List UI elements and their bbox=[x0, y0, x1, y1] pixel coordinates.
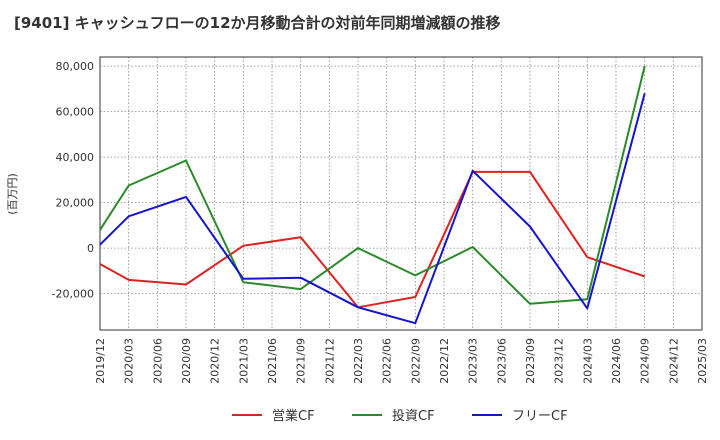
legend-label: フリーCF bbox=[512, 409, 568, 424]
x-tick-label: 2020/09 bbox=[180, 338, 193, 384]
x-tick-label: 2022/09 bbox=[409, 338, 422, 384]
x-tick-label: 2024/06 bbox=[610, 338, 623, 384]
series-line-営業CF bbox=[99, 170, 646, 309]
legend-label: 営業CF bbox=[272, 408, 315, 424]
x-tick-label: 2019/12 bbox=[94, 338, 107, 384]
x-tick-label: 2023/03 bbox=[467, 338, 480, 384]
x-tick-label: 2022/03 bbox=[352, 338, 365, 384]
y-tick-label: -20,000 bbox=[52, 288, 94, 301]
x-tick-label: 2020/06 bbox=[151, 338, 164, 384]
x-tick-label: 2022/12 bbox=[438, 338, 451, 384]
y-tick-label: 20,000 bbox=[56, 197, 95, 210]
x-tick-label: 2025/03 bbox=[696, 338, 709, 384]
x-tick-label: 2023/09 bbox=[524, 338, 537, 384]
legend-label: 投資CF bbox=[392, 408, 435, 424]
axes: 80,000 60,000 40,000 20,000 0 -20,000 2019/12 2… bbox=[6, 56, 709, 384]
y-tick-label: 80,000 bbox=[56, 60, 95, 73]
x-tick-label: 2021/03 bbox=[237, 338, 250, 384]
chart-title: [9401] キャッシュフローの12か月移動合計の対前年同期増減額の推移 bbox=[14, 14, 501, 32]
plot-frame bbox=[99, 56, 703, 331]
x-tick-label: 2020/03 bbox=[123, 338, 136, 384]
x-tick-label: 2023/12 bbox=[553, 338, 566, 384]
legend: 営業CF 投資CF フリーCF bbox=[232, 408, 568, 424]
series-lines bbox=[99, 65, 646, 325]
x-tick-label: 2024/03 bbox=[581, 338, 594, 384]
x-tick-label: 2023/06 bbox=[495, 338, 508, 384]
x-tick-label: 2021/12 bbox=[323, 338, 336, 384]
x-tick-label: 2020/12 bbox=[209, 338, 222, 384]
x-tick-label: 2022/06 bbox=[381, 338, 394, 384]
y-tick-label: 0 bbox=[87, 242, 94, 255]
series-line-投資CF bbox=[99, 65, 646, 305]
y-tick-label: 60,000 bbox=[56, 106, 95, 119]
grid bbox=[99, 57, 703, 330]
x-tick-label: 2021/06 bbox=[266, 338, 279, 384]
series-line-フリーCF bbox=[99, 93, 646, 325]
x-tick-label: 2024/12 bbox=[667, 338, 680, 384]
y-tick-label: 40,000 bbox=[56, 151, 95, 164]
x-tick-label: 2021/09 bbox=[295, 338, 308, 384]
x-tick-label: 2024/09 bbox=[639, 338, 652, 384]
y-axis-label: (百万円) bbox=[6, 173, 19, 215]
